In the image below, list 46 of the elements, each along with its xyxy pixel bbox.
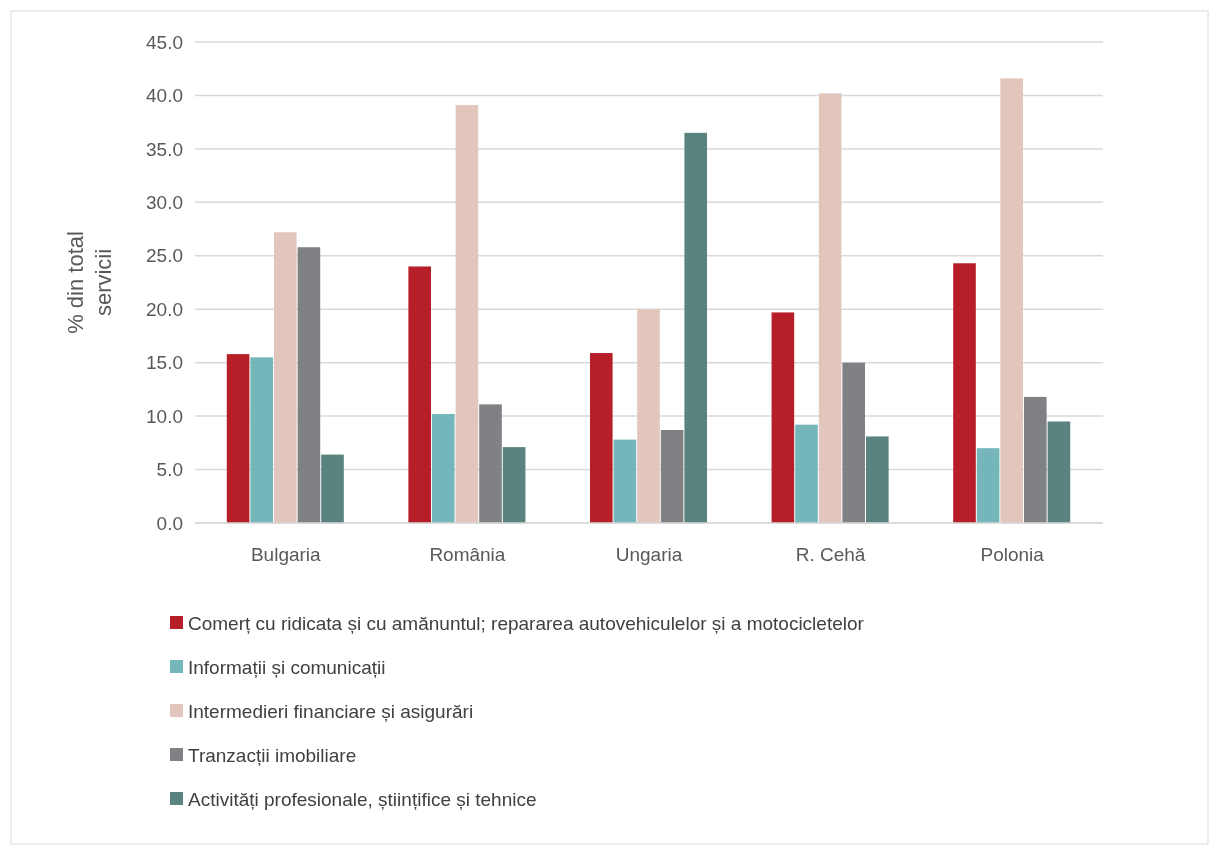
x-tick-label: România bbox=[429, 544, 506, 565]
legend-label: Informații și comunicații bbox=[188, 656, 386, 678]
y-tick-label: 0.0 bbox=[156, 512, 183, 534]
y-tick-label: 10.0 bbox=[146, 405, 183, 427]
x-tick-label: Ungaria bbox=[615, 544, 683, 565]
bar bbox=[589, 353, 613, 523]
x-tick-label: R. Cehă bbox=[795, 544, 866, 565]
bar bbox=[431, 413, 455, 523]
bar bbox=[637, 309, 660, 523]
y-tick-label: 25.0 bbox=[146, 245, 183, 267]
bar bbox=[613, 439, 637, 523]
bar bbox=[953, 263, 976, 523]
legend-label: Tranzacții imobiliare bbox=[188, 744, 357, 766]
bar bbox=[250, 357, 273, 523]
legend-label: Comerț cu ridicata și cu amănuntul; repararea autovehiculelor și a motocicletelor bbox=[188, 612, 865, 634]
x-tick-label: Bulgaria bbox=[250, 544, 322, 565]
bar bbox=[297, 247, 321, 523]
bar bbox=[976, 448, 1000, 523]
bar bbox=[684, 132, 708, 523]
y-tick-label: 40.0 bbox=[146, 85, 183, 107]
bar bbox=[660, 430, 684, 523]
bar bbox=[1024, 396, 1047, 523]
y-tick-label: 5.0 bbox=[156, 459, 183, 481]
bar bbox=[818, 93, 842, 523]
bar bbox=[771, 312, 795, 523]
y-tick-label: 45.0 bbox=[146, 31, 183, 53]
bar bbox=[866, 436, 889, 523]
bar bbox=[1047, 421, 1071, 523]
bar bbox=[842, 362, 866, 523]
x-tick-label: Polonia bbox=[980, 544, 1045, 565]
bar bbox=[795, 424, 818, 523]
bar bbox=[408, 266, 431, 523]
y-axis-title: % din total servicii bbox=[63, 231, 116, 334]
y-tick-label: 35.0 bbox=[146, 138, 183, 160]
bar bbox=[502, 447, 526, 523]
bar bbox=[455, 105, 479, 523]
bar bbox=[274, 232, 297, 523]
bar bbox=[226, 354, 250, 523]
legend-label: Activități profesionale, științifice și tehnice bbox=[188, 788, 537, 810]
legend-label: Intermedieri financiare și asigurări bbox=[188, 700, 474, 722]
y-tick-label: 15.0 bbox=[146, 352, 183, 374]
y-tick-label: 30.0 bbox=[146, 191, 183, 213]
y-tick-label: 20.0 bbox=[146, 298, 183, 320]
bar bbox=[321, 454, 344, 523]
bar bbox=[479, 404, 502, 523]
bar bbox=[1000, 78, 1023, 523]
